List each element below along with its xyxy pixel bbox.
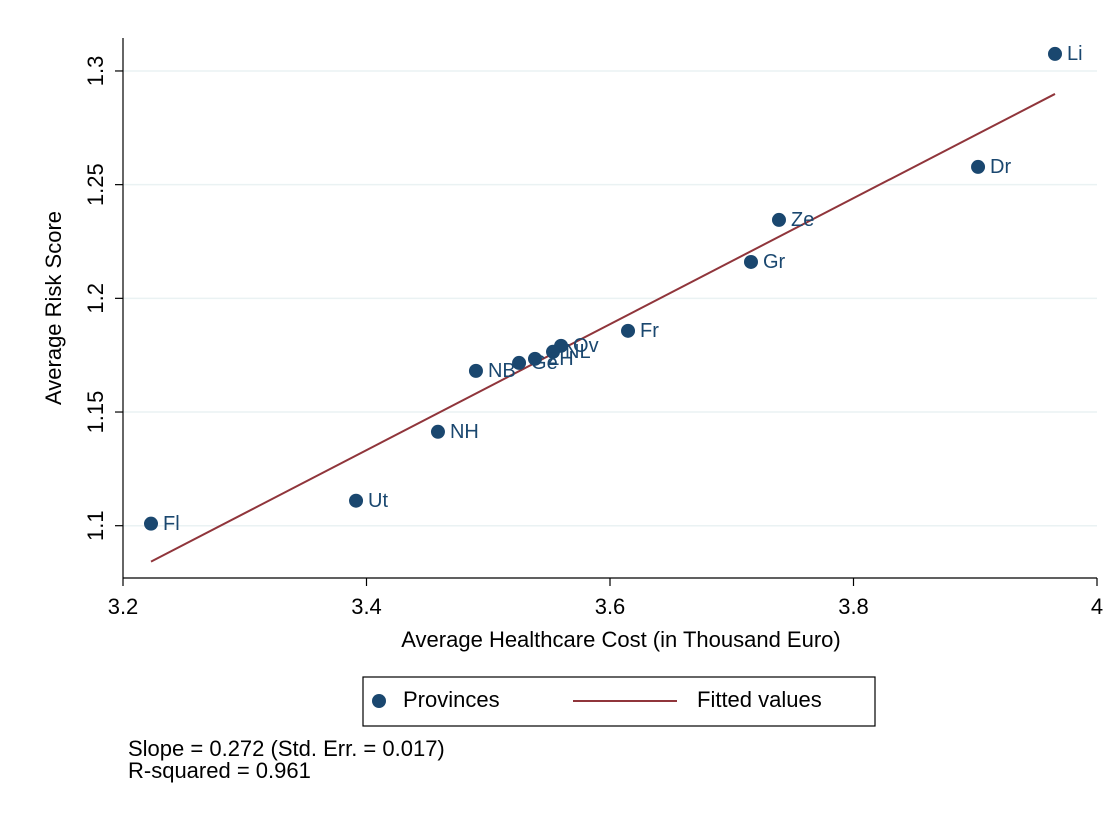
point bbox=[528, 351, 543, 366]
point-label: Fr bbox=[640, 320, 659, 342]
x-tick-label: 3.6 bbox=[595, 594, 626, 619]
point-label: Ut bbox=[368, 490, 388, 512]
y-tick-label: 1.2 bbox=[83, 283, 108, 314]
note: R-squared = 0.961 bbox=[128, 758, 311, 783]
point-label: Gr bbox=[763, 251, 786, 273]
point bbox=[971, 159, 986, 174]
point-label: ZH bbox=[547, 348, 574, 370]
x-axis-label: Average Healthcare Cost (in Thousand Eur… bbox=[401, 627, 840, 652]
y-tick-label: 1.15 bbox=[83, 391, 108, 434]
y-tick-label: 1.25 bbox=[83, 163, 108, 206]
point bbox=[430, 424, 445, 439]
point bbox=[621, 323, 636, 338]
y-tick-label: 1.3 bbox=[83, 56, 108, 87]
legend-label: Provinces bbox=[403, 687, 500, 712]
point-label: Fl bbox=[163, 513, 180, 535]
point-label: Ze bbox=[791, 209, 814, 231]
point-label: Ov bbox=[573, 335, 599, 357]
point-label: NB bbox=[488, 360, 516, 382]
fit-line bbox=[150, 93, 1056, 563]
point-label: NH bbox=[450, 421, 479, 443]
x-tick-label: 3.8 bbox=[838, 594, 869, 619]
point bbox=[546, 344, 561, 359]
x-tick-label: 3.4 bbox=[351, 594, 382, 619]
point-label: NL bbox=[565, 341, 591, 363]
point-label: Ge bbox=[531, 352, 558, 374]
point bbox=[468, 363, 483, 378]
point-label: Dr bbox=[990, 156, 1011, 178]
y-tick-label: 1.1 bbox=[83, 510, 108, 541]
point bbox=[743, 254, 758, 269]
note: Slope = 0.272 (Std. Err. = 0.017) bbox=[128, 736, 445, 761]
legend-label: Fitted values bbox=[697, 687, 822, 712]
point bbox=[1047, 46, 1062, 61]
legend-marker bbox=[372, 694, 386, 708]
x-tick-label: 4 bbox=[1091, 594, 1103, 619]
x-tick-label: 3.2 bbox=[108, 594, 139, 619]
y-axis-label: Average Risk Score bbox=[41, 211, 66, 405]
point bbox=[771, 212, 786, 227]
point-label: Li bbox=[1067, 43, 1083, 65]
point bbox=[512, 355, 527, 370]
point bbox=[349, 493, 364, 508]
point bbox=[144, 516, 159, 531]
